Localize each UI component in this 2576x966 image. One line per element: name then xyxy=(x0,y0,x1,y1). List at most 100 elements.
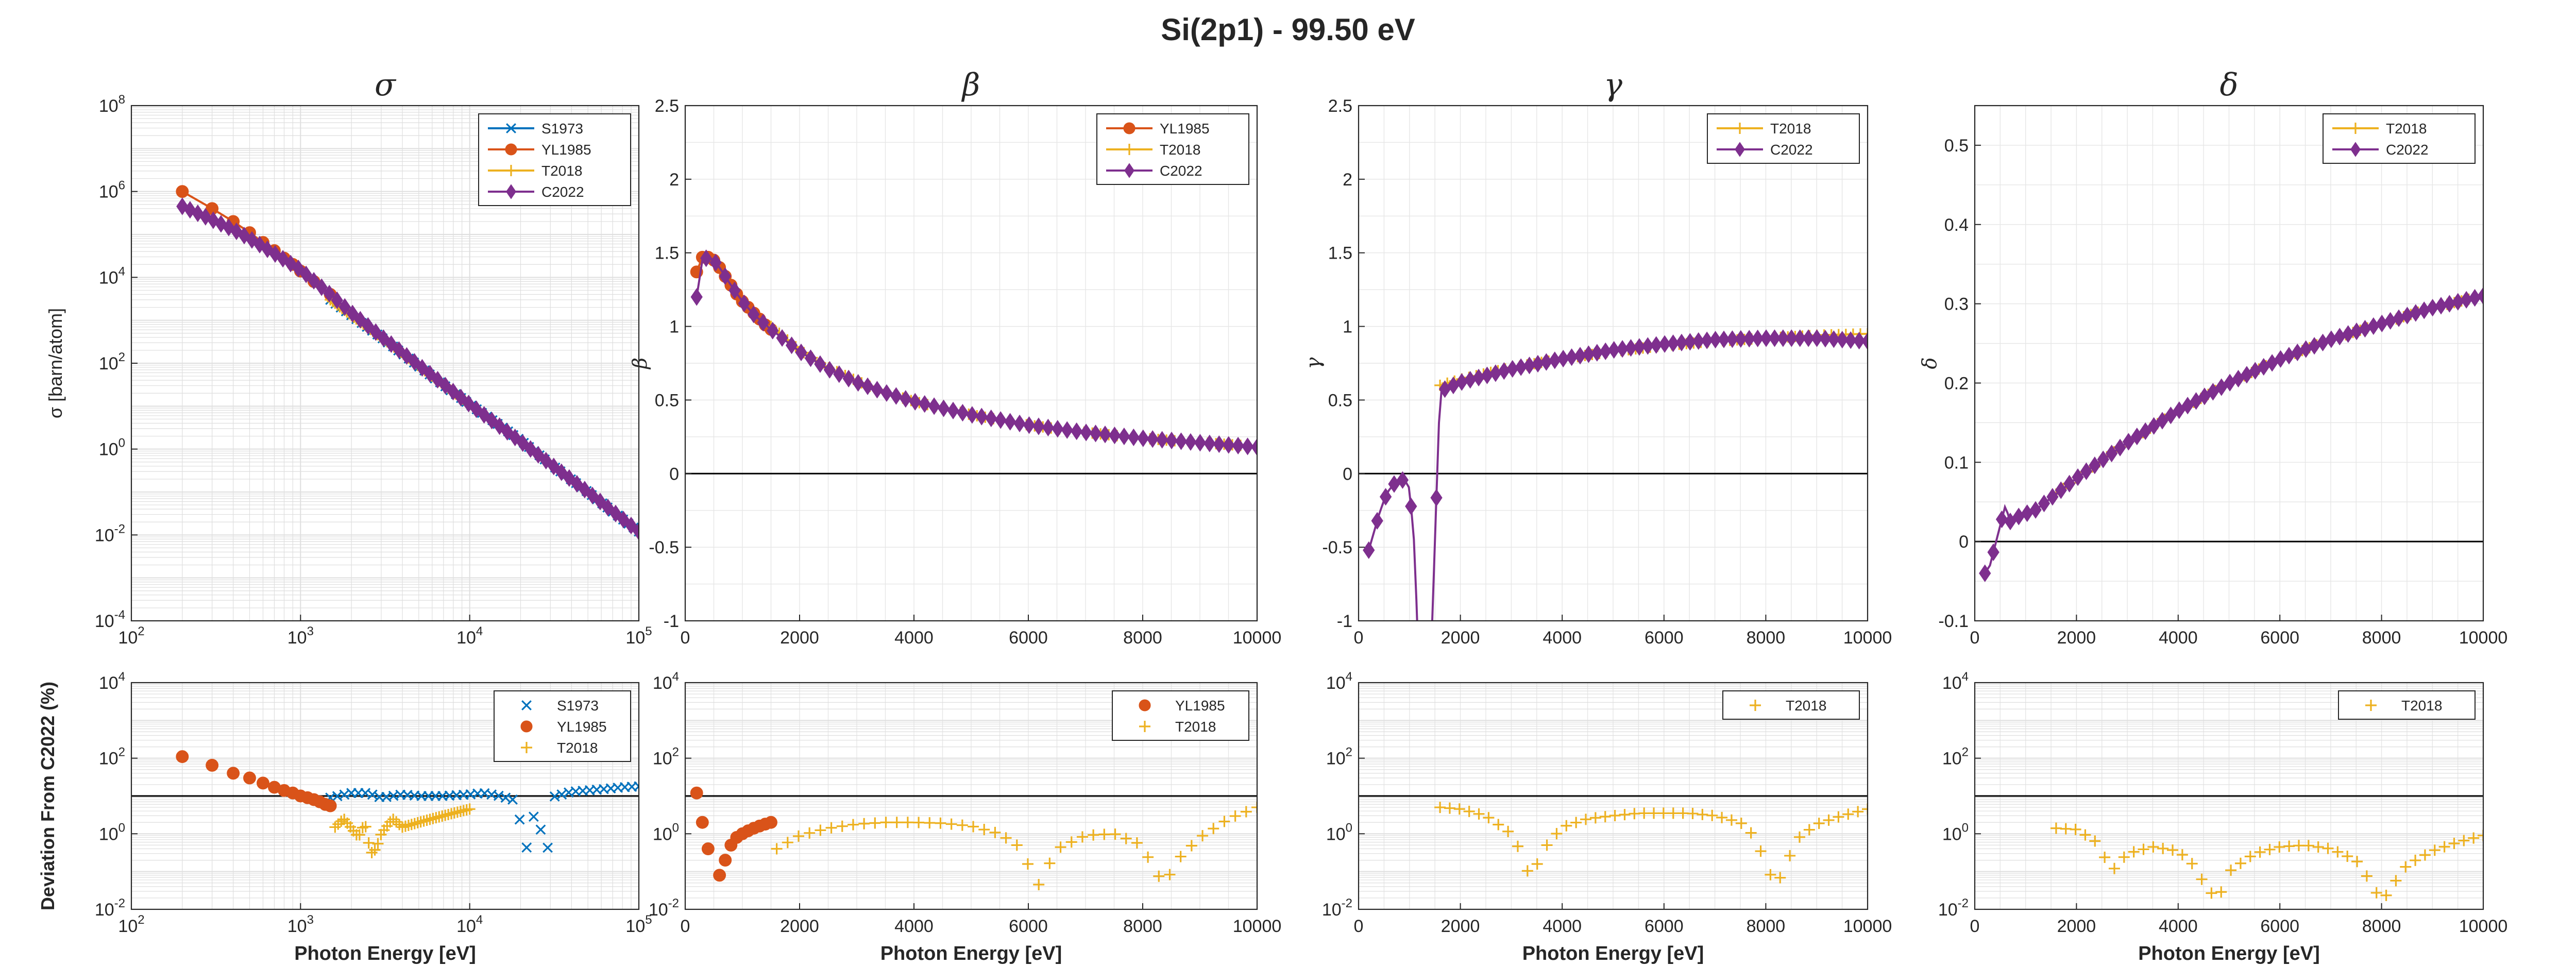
point-YL1985 xyxy=(324,799,337,812)
point-S1973 xyxy=(634,781,639,792)
y-tick-label: 104 xyxy=(1942,670,1969,693)
point-C2022 xyxy=(1032,417,1045,435)
point-C2022 xyxy=(1709,331,1722,349)
legend-box xyxy=(1112,690,1249,741)
legend: T2018 xyxy=(1722,690,1860,720)
point-T2018 xyxy=(913,817,925,828)
point-C2022 xyxy=(823,361,836,379)
point-C2022 xyxy=(323,284,335,303)
y-tick-label: 0 xyxy=(1959,532,1969,552)
point-C2022 xyxy=(602,498,614,517)
point-C2022 xyxy=(400,347,413,365)
point-T2018 xyxy=(412,817,423,828)
point-C2022 xyxy=(1658,335,1671,353)
point-C2022 xyxy=(1777,329,1789,347)
point-C2022 xyxy=(485,412,498,430)
point-C2022 xyxy=(1794,329,1806,347)
point-C2022 xyxy=(617,511,630,529)
y-axis-label: σ [barn/atom] xyxy=(45,308,66,418)
point-T2018 xyxy=(1088,829,1099,841)
legend-box xyxy=(1096,113,1249,185)
point-C2022 xyxy=(462,395,475,413)
point-T2018 xyxy=(1541,839,1553,851)
y-tick-label: -0.5 xyxy=(649,538,679,557)
grid xyxy=(1358,683,1868,910)
point-C2022 xyxy=(1137,429,1149,447)
point-T2018 xyxy=(2419,849,2431,861)
point-C2022 xyxy=(1692,332,1705,350)
x-tick-label: 8000 xyxy=(1123,917,1162,936)
point-C2022 xyxy=(852,374,865,392)
point-C2022 xyxy=(1127,428,1140,447)
point-T2018 xyxy=(405,819,417,831)
y-tick-label: 10-2 xyxy=(1938,896,1969,920)
point-C2022 xyxy=(2072,468,2084,486)
point-C2022 xyxy=(1061,421,1073,439)
legend-marker-YL1985 xyxy=(505,143,517,156)
point-T2018 xyxy=(1561,820,1572,832)
point-C2022 xyxy=(524,440,537,458)
point-C2022 xyxy=(1853,332,1866,350)
legend: T2018 xyxy=(2338,690,2476,720)
point-T2018 xyxy=(1609,809,1621,821)
x-tick-label: 10000 xyxy=(1843,628,1892,648)
point-T2018 xyxy=(1011,839,1023,851)
point-C2022 xyxy=(1184,433,1197,451)
x-tick-label: 10000 xyxy=(1233,628,1282,648)
y-axis-label: γ xyxy=(1302,357,1325,369)
point-T2018 xyxy=(1131,837,1143,849)
legend-label-C2022: C2022 xyxy=(1770,142,1813,158)
x-tick-label: 2000 xyxy=(780,628,819,648)
point-C2022 xyxy=(1844,331,1857,349)
panel-dev_sigma: 102 103 104 105 10-2 100 102 104 Photon Energy [… xyxy=(37,670,652,964)
point-C2022 xyxy=(1023,416,1036,434)
panel-sigma: 102 103 104 105 10-4 10-2 100 102 104 106 108 σ σ [b… xyxy=(45,67,652,648)
point-T2018 xyxy=(387,814,399,825)
point-C2022 xyxy=(2477,287,2483,305)
x-tick-label: 4000 xyxy=(894,917,934,936)
point-C2022 xyxy=(1204,434,1216,452)
point-C2022 xyxy=(454,388,467,406)
series-line-C2022 xyxy=(1984,295,2483,574)
legend-label-S1973: S1973 xyxy=(541,121,583,137)
point-C2022 xyxy=(1363,541,1375,559)
point-T2018 xyxy=(1833,811,1844,823)
legend-marker-T2018 xyxy=(505,165,517,176)
point-T2018 xyxy=(2176,849,2188,861)
point-C2022 xyxy=(416,359,429,377)
legend-label-YL1985: YL1985 xyxy=(541,142,591,158)
x-tick-label: 6000 xyxy=(1009,628,1048,648)
y-tick-label: 106 xyxy=(99,179,125,202)
point-C2022 xyxy=(338,298,351,316)
point-C2022 xyxy=(586,486,599,504)
x-axis-label: Photon Energy [eV] xyxy=(2138,943,2320,964)
point-T2018 xyxy=(1667,807,1679,819)
point-T2018 xyxy=(1251,802,1257,814)
point-T2018 xyxy=(2410,854,2421,866)
x-tick-label: 105 xyxy=(625,913,652,936)
point-S1973 xyxy=(367,789,378,800)
point-C2022 xyxy=(223,218,235,236)
grid xyxy=(1974,105,2484,621)
axes-box xyxy=(1358,682,1869,910)
point-C2022 xyxy=(1232,436,1244,455)
point-C2022 xyxy=(1861,332,1868,350)
axes-box xyxy=(1358,105,1869,622)
y-tick-label: 10-2 xyxy=(649,896,679,920)
y-tick-label: 0.5 xyxy=(1944,136,1969,156)
point-C2022 xyxy=(1667,334,1680,352)
point-T2018 xyxy=(1463,805,1475,817)
panel-beta: 0 2000 4000 6000 8000 10000 -1 -0.5 0 0.5 1 1.5 2 2.5… xyxy=(629,67,1281,648)
point-C2022 xyxy=(738,294,751,313)
point-T2018 xyxy=(1076,831,1088,843)
point-C2022 xyxy=(308,272,320,290)
point-C2022 xyxy=(1165,431,1178,450)
point-YL1985 xyxy=(176,750,189,764)
point-C2022 xyxy=(2342,325,2354,343)
point-C2022 xyxy=(1396,471,1409,489)
panel-gamma: 0 2000 4000 6000 8000 10000 -1 -0.5 0 0.5 1 1.5 2 2.5… xyxy=(1302,67,1892,648)
point-T2018 xyxy=(1240,806,1252,818)
point-C2022 xyxy=(594,493,606,511)
point-T2018 xyxy=(902,817,913,828)
point-C2022 xyxy=(1987,543,1999,562)
